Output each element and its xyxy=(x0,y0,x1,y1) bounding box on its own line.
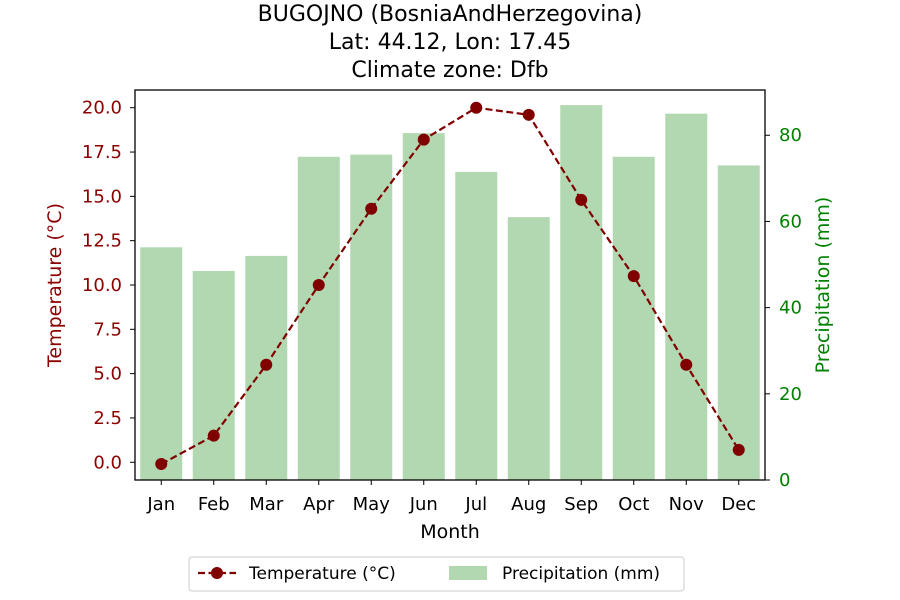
temperature-point-sep xyxy=(575,193,588,206)
chart-title-line-1: BUGOJNO (BosniaAndHerzegovina) xyxy=(258,2,643,27)
y-right-tick-label: 20 xyxy=(779,384,802,405)
legend-precipitation-swatch xyxy=(449,566,487,580)
temperature-point-nov xyxy=(680,358,693,371)
y-left-tick-label: 20.0 xyxy=(82,98,122,119)
precipitation-bar-jan xyxy=(140,247,183,480)
precipitation-bar-dec xyxy=(717,165,760,480)
legend-frame xyxy=(188,556,685,592)
temperature-point-jan xyxy=(155,458,168,471)
temperature-line-group xyxy=(155,101,745,471)
y-left-tick-label: 15.0 xyxy=(82,186,122,207)
precipitation-bar-feb xyxy=(192,270,235,480)
x-tick-label: Jun xyxy=(409,494,438,515)
y-left-tick-label: 7.5 xyxy=(93,319,122,340)
precipitation-bar-sep xyxy=(560,105,603,480)
x-tick-label: May xyxy=(353,494,391,515)
y-left-tick-label: 17.5 xyxy=(82,142,122,163)
y-right-tick-label: 0 xyxy=(779,470,790,491)
y-right-tick-label: 40 xyxy=(779,298,802,319)
chart-title-line-2: Lat: 44.12, Lon: 17.45 xyxy=(329,30,571,55)
precipitation-bar-oct xyxy=(612,156,655,480)
precipitation-bar-nov xyxy=(665,113,708,480)
temperature-point-feb xyxy=(207,429,220,442)
legend: Temperature (°C) Precipitation (mm) xyxy=(188,556,685,592)
x-tick-label: Aug xyxy=(511,494,546,515)
temperature-point-may xyxy=(365,202,378,215)
x-tick-label: Jan xyxy=(146,494,175,515)
chart-title-line-3: Climate zone: Dfb xyxy=(351,58,548,83)
y-right-axis-label: Precipitation (mm) xyxy=(812,197,834,374)
temperature-point-jun xyxy=(417,133,430,146)
temperature-point-apr xyxy=(312,279,325,291)
legend-precipitation-label: Precipitation (mm) xyxy=(502,564,660,584)
y-left-axis-label: Temperature (°C) xyxy=(44,203,66,368)
x-tick-label: Mar xyxy=(249,494,284,515)
y-right-axis-ticks: 0 20 40 60 80 xyxy=(765,125,802,491)
y-right-tick-label: 80 xyxy=(779,125,802,146)
legend-temperature-label: Temperature (°C) xyxy=(248,564,396,584)
legend-temperature-marker xyxy=(211,567,223,579)
y-right-tick-label: 60 xyxy=(779,211,802,232)
precipitation-bar-aug xyxy=(507,217,550,480)
x-tick-label: Oct xyxy=(618,494,649,515)
precipitation-bar-apr xyxy=(297,156,340,480)
y-left-tick-label: 12.5 xyxy=(82,231,122,252)
precipitation-bar-jul xyxy=(455,171,498,480)
temperature-point-oct xyxy=(627,270,640,283)
x-tick-label: Sep xyxy=(564,494,598,515)
temperature-point-jul xyxy=(470,101,483,114)
y-left-tick-label: 5.0 xyxy=(93,364,122,385)
x-tick-label: Nov xyxy=(669,494,704,515)
precipitation-bars xyxy=(140,105,760,481)
temperature-line xyxy=(160,106,740,466)
x-tick-label: Feb xyxy=(198,494,230,515)
temperature-point-dec xyxy=(732,443,745,456)
y-left-tick-label: 2.5 xyxy=(93,408,122,429)
x-axis-label: Month xyxy=(420,521,480,543)
y-left-tick-label: 0.0 xyxy=(93,452,122,473)
temperature-point-mar xyxy=(260,358,273,371)
x-axis-ticks: Jan Feb Mar Apr May Jun Jul Aug Sep Oct Nov Dec xyxy=(146,480,756,515)
temperature-point-aug xyxy=(522,108,535,121)
x-tick-label: Apr xyxy=(303,494,335,515)
x-tick-label: Dec xyxy=(721,494,756,515)
y-left-tick-label: 10.0 xyxy=(82,275,122,296)
y-left-axis-ticks: 0.0 2.5 5.0 7.5 10.0 12.5 15.0 17.5 20.0 xyxy=(82,98,135,473)
x-tick-label: Jul xyxy=(464,494,487,515)
precipitation-bar-jun xyxy=(402,133,445,480)
